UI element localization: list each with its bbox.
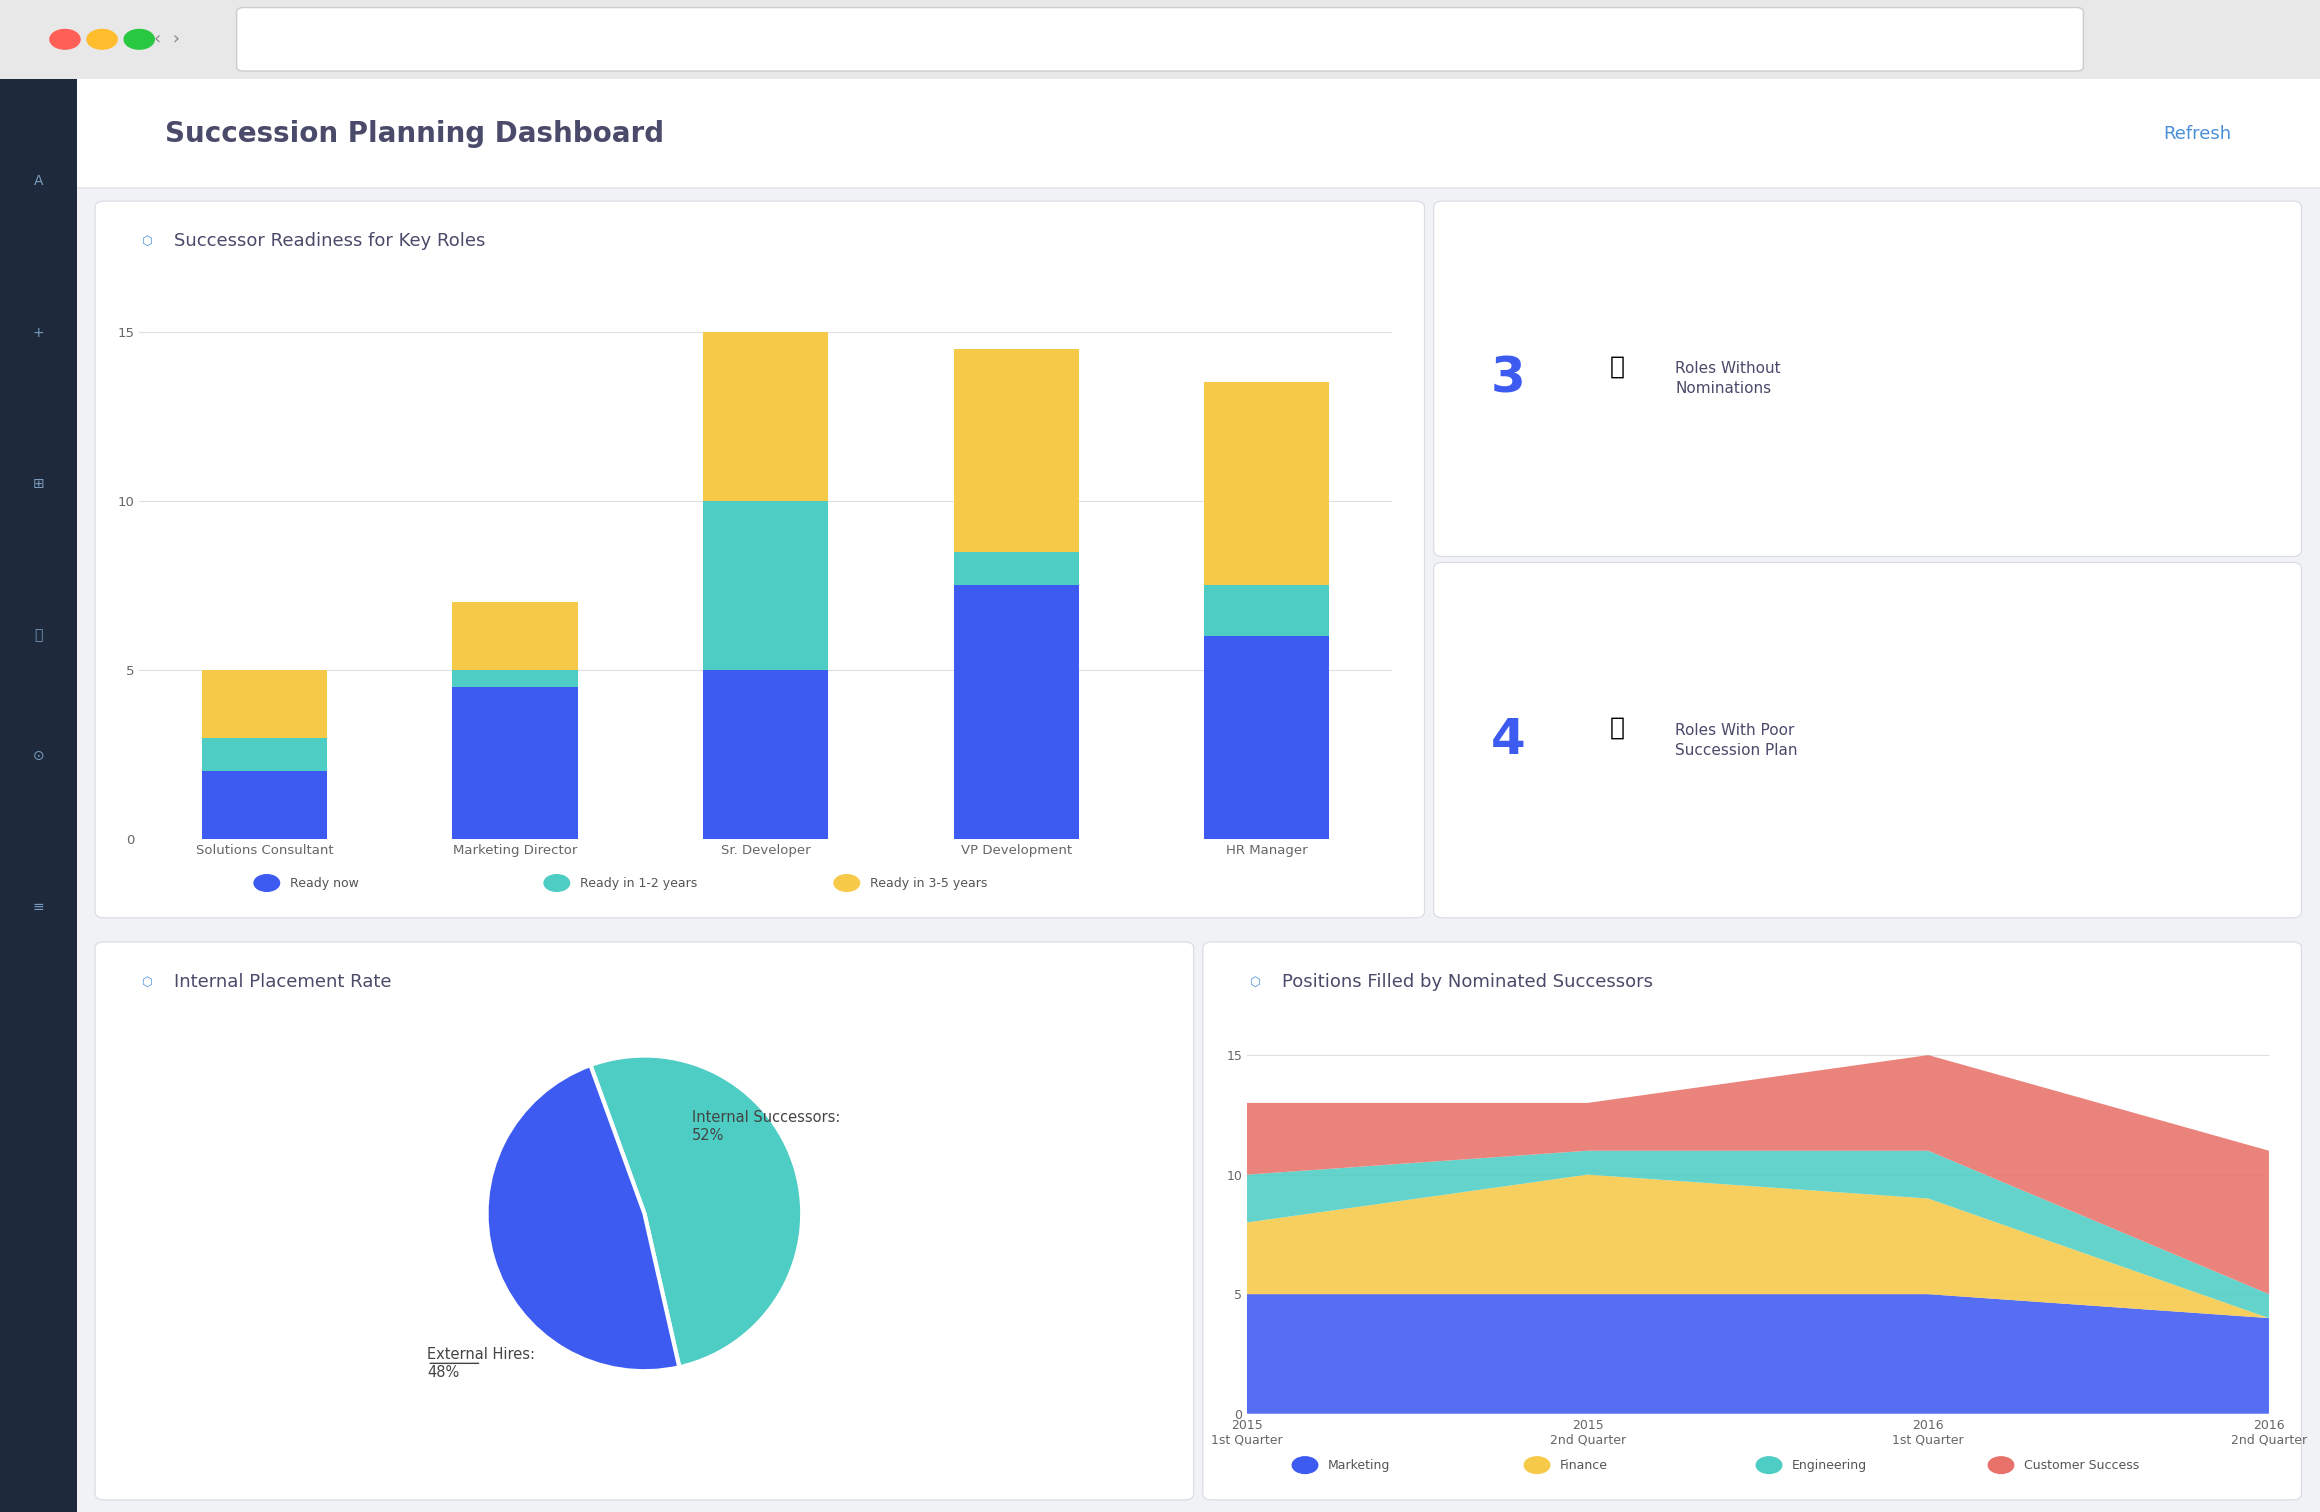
Text: 👤: 👤 — [35, 627, 42, 643]
FancyBboxPatch shape — [1434, 201, 2301, 556]
Bar — [1204, 383, 1329, 585]
FancyBboxPatch shape — [1434, 562, 2301, 918]
Bar — [202, 771, 327, 839]
Text: Ready now: Ready now — [290, 877, 360, 889]
Text: ≡: ≡ — [32, 900, 44, 915]
Text: 🗂: 🗂 — [1610, 355, 1624, 378]
Bar — [1204, 637, 1329, 839]
Circle shape — [88, 30, 116, 50]
FancyBboxPatch shape — [0, 0, 2320, 79]
Text: 3: 3 — [1492, 355, 1524, 402]
Text: Refresh: Refresh — [2165, 125, 2232, 142]
Text: Successor Readiness for Key Roles: Successor Readiness for Key Roles — [174, 233, 485, 249]
Text: ⬡: ⬡ — [142, 975, 153, 989]
Text: Roles Without
Nominations: Roles Without Nominations — [1675, 361, 1782, 396]
Bar — [452, 686, 578, 839]
Bar — [703, 500, 828, 670]
Bar — [954, 552, 1079, 585]
Text: ‹  ›: ‹ › — [153, 30, 181, 48]
FancyBboxPatch shape — [77, 79, 2320, 189]
Bar — [1204, 585, 1329, 637]
Bar — [703, 670, 828, 839]
FancyBboxPatch shape — [95, 201, 1424, 918]
FancyBboxPatch shape — [95, 942, 1192, 1500]
Text: Finance: Finance — [1559, 1459, 1608, 1471]
Bar — [954, 585, 1079, 839]
Circle shape — [543, 874, 568, 892]
FancyBboxPatch shape — [237, 8, 2083, 71]
Text: Ready in 3-5 years: Ready in 3-5 years — [870, 877, 988, 889]
Text: +: + — [32, 325, 44, 340]
Circle shape — [51, 30, 81, 50]
Text: Roles With Poor
Succession Plan: Roles With Poor Succession Plan — [1675, 723, 1798, 758]
Text: Positions Filled by Nominated Successors: Positions Filled by Nominated Successors — [1281, 974, 1652, 990]
Text: ⬡: ⬡ — [142, 234, 153, 248]
Bar — [202, 738, 327, 771]
Circle shape — [1988, 1458, 2014, 1473]
Text: Succession Planning Dashboard: Succession Planning Dashboard — [165, 119, 664, 148]
Text: 🗂: 🗂 — [1610, 717, 1624, 739]
Circle shape — [1756, 1458, 1782, 1473]
Text: 4: 4 — [1492, 717, 1524, 764]
Text: Internal Placement Rate: Internal Placement Rate — [174, 974, 392, 990]
Circle shape — [1292, 1458, 1318, 1473]
Bar — [703, 331, 828, 500]
Text: Engineering: Engineering — [1791, 1459, 1868, 1471]
Bar — [452, 602, 578, 670]
Text: ⊙: ⊙ — [32, 748, 44, 764]
FancyBboxPatch shape — [0, 79, 77, 1512]
Circle shape — [123, 30, 153, 50]
FancyBboxPatch shape — [1202, 942, 2301, 1500]
Text: Internal Successors:
52%: Internal Successors: 52% — [691, 1110, 840, 1143]
Wedge shape — [589, 1055, 803, 1367]
Text: Customer Success: Customer Success — [2023, 1459, 2139, 1471]
Text: ⊞: ⊞ — [32, 476, 44, 491]
Text: A: A — [32, 174, 44, 189]
Circle shape — [255, 874, 278, 892]
Wedge shape — [487, 1064, 680, 1371]
Text: External Hires:
48%: External Hires: 48% — [427, 1347, 536, 1379]
Circle shape — [1524, 1458, 1550, 1473]
Text: Ready in 1-2 years: Ready in 1-2 years — [580, 877, 698, 889]
Bar — [954, 349, 1079, 552]
Text: ⬡: ⬡ — [1248, 975, 1260, 989]
Bar — [202, 670, 327, 738]
Circle shape — [835, 874, 858, 892]
Bar — [452, 670, 578, 686]
Text: Marketing: Marketing — [1327, 1459, 1390, 1471]
